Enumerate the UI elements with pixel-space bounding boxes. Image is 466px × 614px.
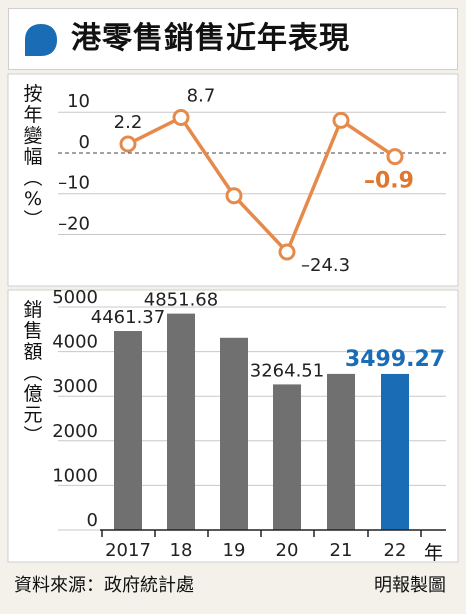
line-panel — [7, 73, 459, 287]
speech-bubble-icon — [25, 24, 57, 56]
bar — [327, 373, 355, 530]
ylabel-char: 億 — [23, 383, 43, 405]
y-tick-label: 4000 — [52, 332, 98, 353]
y-tick-label: 2000 — [52, 421, 98, 442]
data-point — [278, 243, 296, 261]
ylabel-char: 變 — [23, 125, 43, 147]
x-tick-label: 19 — [223, 540, 246, 561]
y-tick-label: 0 — [87, 510, 98, 531]
bar — [114, 331, 142, 530]
chart-title: 港零售銷售近年表現 — [71, 21, 350, 56]
y-tick-label: 5000 — [52, 287, 98, 308]
source-note: 資料來源：政府統計處 — [14, 575, 194, 596]
bar — [167, 313, 195, 530]
ylabel-char: 銷 — [23, 299, 43, 321]
y-tick-label: –10 — [58, 173, 90, 194]
x-tick-label: 2017 — [105, 540, 151, 561]
ylabel-char: 元 — [23, 404, 43, 426]
point-label: –0.9 — [364, 169, 414, 194]
credit-note: 明報製圖 — [374, 575, 446, 596]
title-bar: 港零售銷售近年表現 — [8, 8, 458, 70]
bar — [220, 337, 248, 530]
y-tick-label: –20 — [58, 213, 90, 234]
x-tick-label: 18 — [170, 540, 193, 561]
ylabel-char: ︶ — [23, 209, 43, 231]
ylabel-char: 額 — [23, 341, 43, 363]
y-tick-label: 10 — [67, 91, 90, 112]
series-line — [127, 115, 396, 254]
bar-value-label: 4851.68 — [144, 290, 218, 311]
data-point — [172, 109, 190, 127]
ylabel-char: 售 — [23, 320, 43, 342]
data-point — [386, 148, 404, 166]
data-point — [225, 187, 243, 205]
ylabel-char: ︵ — [23, 167, 43, 189]
y-tick-label: 3000 — [52, 376, 98, 397]
x-tick-label: 20 — [276, 540, 299, 561]
y-tick-label: 0 — [79, 132, 90, 153]
ylabel-char: ︵ — [23, 362, 43, 384]
point-label: 2.2 — [114, 112, 143, 133]
ylabel-char: 幅 — [23, 146, 43, 168]
x-tick-label: 22 — [384, 540, 407, 561]
bar-value-label: 3499.27 — [345, 347, 445, 372]
bar — [381, 373, 409, 530]
ylabel-char: 年 — [23, 104, 43, 126]
bar-value-label: 3264.51 — [250, 360, 324, 381]
ylabel-char: % — [23, 188, 43, 210]
x-tick-label: 21 — [330, 540, 353, 561]
data-point — [332, 111, 350, 129]
data-point — [119, 135, 137, 153]
bar-chart-ylabel: 銷售額 ︵ 億元 ︶ — [20, 300, 46, 447]
ylabel-char: ︶ — [23, 425, 43, 447]
x-axis-year-suffix: 年 — [424, 542, 444, 564]
y-tick-label: 1000 — [52, 465, 98, 486]
bar-value-label: 4461.37 — [91, 307, 165, 328]
bar — [273, 384, 301, 530]
line-chart-ylabel: 按年變幅 ︵% ︶ — [20, 84, 46, 231]
point-label: –24.3 — [301, 255, 350, 276]
ylabel-char: 按 — [23, 83, 43, 105]
point-label: 8.7 — [187, 86, 216, 107]
